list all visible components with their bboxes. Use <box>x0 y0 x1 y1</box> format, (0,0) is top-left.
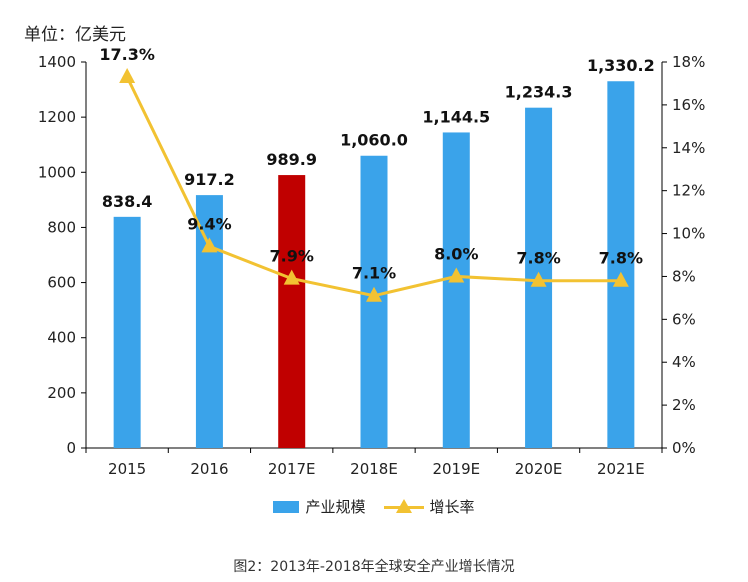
bar <box>360 155 388 448</box>
bar-value-label: 989.9 <box>266 150 317 169</box>
growth-rate-point <box>283 269 300 285</box>
growth-rate-label: 7.8% <box>599 249 643 268</box>
y-axis-unit-label: 单位：亿美元 <box>24 25 126 45</box>
y-right-tick-label: 18% <box>672 53 705 71</box>
y-right-tick-label: 12% <box>672 182 705 200</box>
growth-rate-label: 7.1% <box>352 264 396 283</box>
legend-bar-swatch <box>273 500 300 513</box>
x-tick-label: 2015 <box>108 460 146 478</box>
legend-bar-label: 产业规模 <box>305 498 366 516</box>
bar-value-label: 838.4 <box>102 192 153 211</box>
y-right-tick-label: 2% <box>672 396 696 414</box>
growth-rate-label: 8.0% <box>434 244 478 263</box>
y-right-tick-label: 16% <box>672 96 705 114</box>
y-left-tick-label: 1200 <box>38 108 76 126</box>
growth-rate-point <box>530 271 547 287</box>
x-tick-label: 2021E <box>597 460 645 478</box>
x-tick-label: 2018E <box>350 460 398 478</box>
legend-line-label: 增长率 <box>429 498 475 516</box>
bar-value-label: 1,144.5 <box>422 107 490 126</box>
bar <box>278 175 306 448</box>
x-tick-label: 2020E <box>515 460 563 478</box>
y-left-tick-label: 800 <box>47 218 76 236</box>
growth-rate-point <box>201 237 218 253</box>
y-right-tick-label: 4% <box>672 353 696 371</box>
bar-value-label: 917.2 <box>184 170 235 189</box>
y-left-tick-label: 1000 <box>38 163 76 181</box>
legend-item-bar: 产业规模 <box>273 496 366 517</box>
y-left-tick-label: 1400 <box>38 53 76 71</box>
growth-rate-label: 9.4% <box>187 214 231 233</box>
growth-rate-label: 7.9% <box>270 247 314 266</box>
x-tick-label: 2017E <box>268 460 316 478</box>
y-right-tick-label: 8% <box>672 267 696 285</box>
y-left-tick-label: 200 <box>47 384 76 402</box>
legend: 产业规模 增长率 <box>0 496 748 517</box>
bar-value-label: 1,060.0 <box>340 131 408 150</box>
y-left-tick-label: 400 <box>47 329 76 347</box>
chart-svg: 0 200 400 600 800 1000 1200 1400 0% 2% 4% 6% 8% 10% 12… <box>38 45 706 478</box>
bar <box>442 132 470 448</box>
bar <box>607 81 635 448</box>
bar <box>195 195 223 448</box>
bar-value-label: 1,234.3 <box>505 83 573 102</box>
growth-rate-point <box>448 267 465 283</box>
chart-area: 单位：亿美元 0 200 400 600 800 1000 1200 1400 0% 2% 4% 6%… <box>24 25 706 478</box>
y-right-tick-label: 14% <box>672 139 705 157</box>
growth-rate-point <box>366 286 382 302</box>
bar-value-label: 1,330.2 <box>587 56 655 75</box>
figure-caption: 图2：2013年-2018年全球安全产业增长情况 <box>233 559 515 575</box>
x-tick-label: 2016 <box>190 460 228 478</box>
y-right-tick-label: 6% <box>672 310 696 328</box>
y-left-tick-label: 600 <box>47 274 76 292</box>
y-right-tick-label: 0% <box>672 439 696 457</box>
growth-rate-label: 7.8% <box>516 249 560 268</box>
y-right-tick-label: 10% <box>672 225 705 243</box>
legend-line-swatch <box>383 498 424 515</box>
growth-rate-point <box>612 271 629 287</box>
growth-rate-label: 17.3% <box>99 45 155 64</box>
bar <box>113 216 141 448</box>
y-left-tick-label: 0 <box>66 439 76 457</box>
growth-rate-point <box>119 68 136 84</box>
legend-item-line: 增长率 <box>383 496 475 517</box>
x-tick-label: 2019E <box>432 460 480 478</box>
